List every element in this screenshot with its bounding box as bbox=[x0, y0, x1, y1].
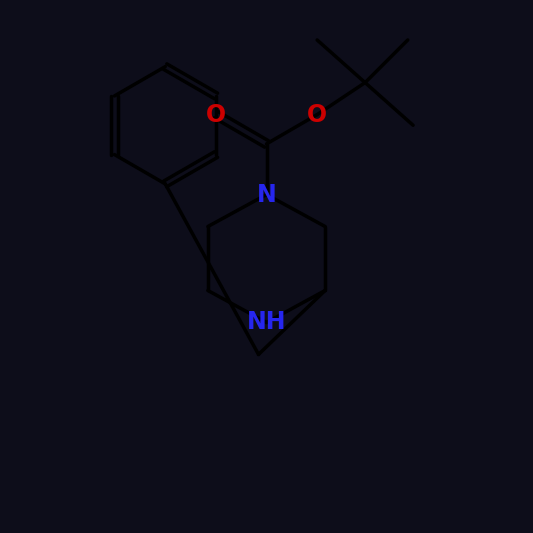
Text: O: O bbox=[307, 102, 327, 127]
Text: NH: NH bbox=[247, 310, 286, 335]
Text: N: N bbox=[256, 182, 277, 207]
Text: O: O bbox=[206, 102, 226, 127]
